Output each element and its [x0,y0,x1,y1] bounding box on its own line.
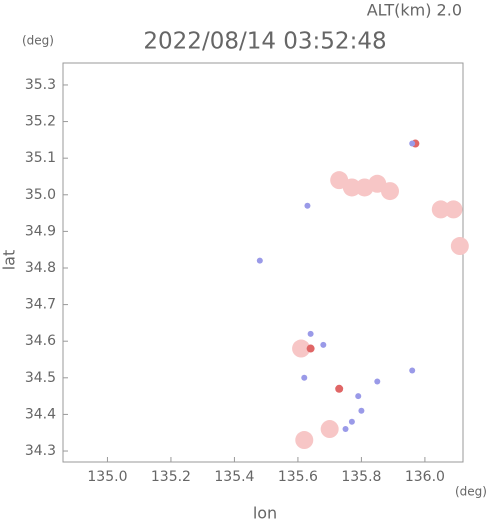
x-tick-label: 135.0 [87,469,127,485]
x-axis-title: lon [253,504,277,522]
y-tick-label: 34.3 [25,443,56,459]
y-unit: (deg) [22,34,54,48]
echo-point [431,200,450,219]
echo-point [307,330,314,337]
x-tick-label: 135.2 [151,469,191,485]
y-tick-label: 35.3 [25,77,56,93]
y-tick-label: 34.9 [25,223,56,239]
chart-title: 2022/08/14 03:52:48 [143,29,386,55]
echo-point [342,426,349,433]
y-tick-label: 35.2 [25,114,56,130]
y-tick-label: 34.7 [25,297,56,313]
echo-point [295,431,314,450]
echo-point [444,200,463,219]
echo-point [374,378,381,385]
echo-point [320,420,339,439]
echo-point [320,341,327,348]
echo-point [306,344,315,353]
echo-point [450,237,469,256]
y-tick-label: 35.0 [25,187,56,203]
echo-point [292,339,311,358]
y-tick-label: 34.8 [25,260,56,276]
y-tick-label: 34.6 [25,333,56,349]
echo-point [358,407,365,414]
echo-point [348,418,355,425]
y-tick-label: 35.1 [25,150,56,166]
plot-frame [62,62,464,463]
x-unit: (deg) [455,485,487,499]
echo-point [304,202,311,209]
echo-point [256,257,263,264]
x-tick-label: 135.8 [341,469,381,485]
x-tick-label: 136.0 [405,469,445,485]
echo-point [342,178,361,197]
echo-point [355,393,362,400]
y-tick-label: 34.4 [25,406,56,422]
y-axis-title: lat [0,250,19,271]
echo-point [380,182,399,201]
x-tick-label: 135.6 [278,469,318,485]
echo-point [335,384,344,393]
y-tick-label: 34.5 [25,370,56,386]
x-tick-label: 135.4 [214,469,254,485]
echo-point [409,367,416,374]
echo-point [409,140,416,147]
altitude-label: ALT(km) 2.0 [367,1,462,20]
echo-point [301,374,308,381]
